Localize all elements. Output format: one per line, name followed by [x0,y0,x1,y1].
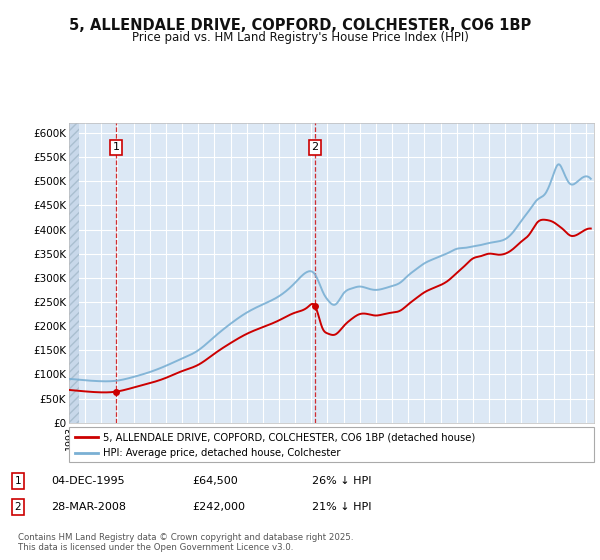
Bar [69,123,79,423]
Text: 1: 1 [14,476,22,486]
Text: 2: 2 [311,142,319,152]
Text: 1: 1 [113,142,119,152]
Text: 21% ↓ HPI: 21% ↓ HPI [312,502,371,512]
Text: 28-MAR-2008: 28-MAR-2008 [51,502,126,512]
Text: Contains HM Land Registry data © Crown copyright and database right 2025.
This d: Contains HM Land Registry data © Crown c… [18,533,353,552]
Text: 2: 2 [14,502,22,512]
Text: 26% ↓ HPI: 26% ↓ HPI [312,476,371,486]
Text: £64,500: £64,500 [192,476,238,486]
Text: 5, ALLENDALE DRIVE, COPFORD, COLCHESTER, CO6 1BP (detached house): 5, ALLENDALE DRIVE, COPFORD, COLCHESTER,… [103,432,475,442]
Text: Price paid vs. HM Land Registry's House Price Index (HPI): Price paid vs. HM Land Registry's House … [131,31,469,44]
Text: HPI: Average price, detached house, Colchester: HPI: Average price, detached house, Colc… [103,449,341,458]
Text: £242,000: £242,000 [192,502,245,512]
FancyBboxPatch shape [69,427,594,462]
Text: 04-DEC-1995: 04-DEC-1995 [51,476,125,486]
Text: 5, ALLENDALE DRIVE, COPFORD, COLCHESTER, CO6 1BP: 5, ALLENDALE DRIVE, COPFORD, COLCHESTER,… [69,18,531,33]
